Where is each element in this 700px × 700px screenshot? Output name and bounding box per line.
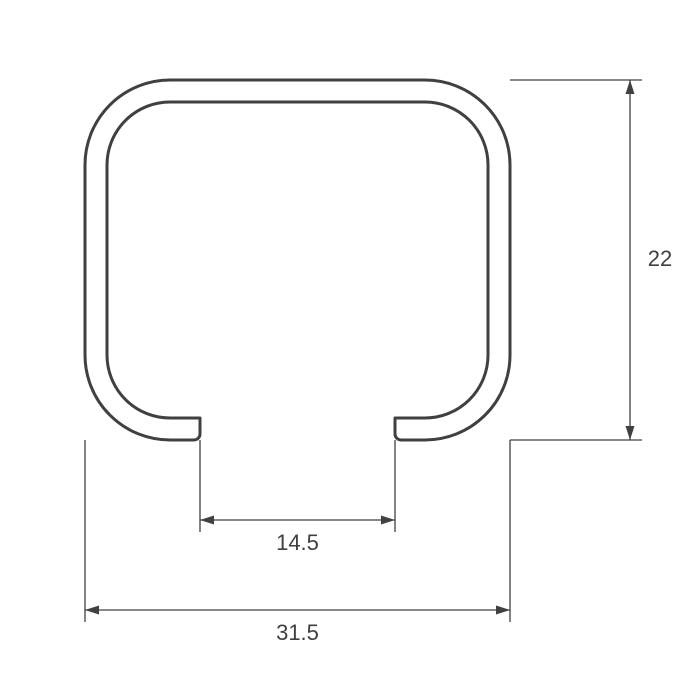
arrowhead xyxy=(626,80,635,94)
arrowhead xyxy=(381,516,395,525)
profile-outline xyxy=(85,80,510,440)
dim-gap-width: 14.5 xyxy=(276,530,319,555)
dim-overall-width: 31.5 xyxy=(276,620,319,645)
arrowhead xyxy=(496,606,510,615)
arrowhead xyxy=(85,606,99,615)
dim-overall-height: 22 xyxy=(648,246,672,271)
arrowhead xyxy=(200,516,214,525)
arrowhead xyxy=(626,426,635,440)
